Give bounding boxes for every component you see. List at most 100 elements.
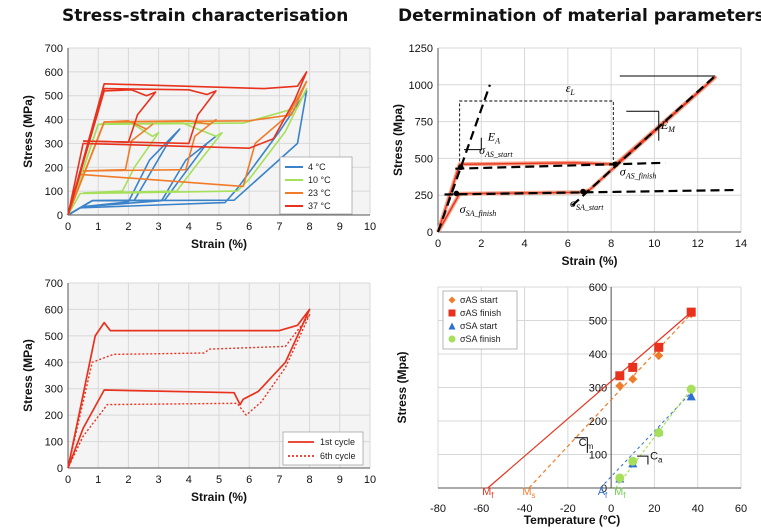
y-tick-label: 300 [45,138,63,150]
x-axis-label: Strain (%) [561,254,617,268]
sigma-sa-start-label: σSA_start [570,196,604,212]
x-tick-label: 6 [565,238,571,250]
y-tick-label: 400 [45,357,63,369]
x-tick-label: 0 [65,221,71,233]
legend: 1st cycle 6th cycle [282,431,364,466]
x-tick-label: 9 [337,221,343,233]
legend-marker [448,322,456,330]
eL-label: εL [566,81,576,97]
y-tick-label: 0 [427,227,433,239]
x-tick-label: 0 [608,503,614,515]
y-axis-label: Stress (MPa) [21,95,35,168]
marker-sa-finish [628,456,638,466]
x-tick-label: 60 [735,503,747,515]
y-axis-label: Stress (Mpa) [395,351,409,423]
legend: σAS start σAS finish σSA start σSA finish [442,290,518,350]
left-heading: Stress-strain characterisation [62,6,349,26]
legend-entry: 4 °C [308,162,326,172]
y-tick-label: 400 [589,349,607,361]
plot-temperature-curves: 0 1 2 3 4 5 6 7 8 9 100100200300400500600700Strain… [21,43,376,251]
cm-slope-marker [574,437,588,453]
sa-start-point [580,188,586,195]
x-tick-label: 7 [276,221,282,233]
legend-entry: 6th cycle [320,451,356,461]
y-tick-label: 0 [57,210,63,222]
x-tick-label: 4 [186,474,192,486]
legend-entry: σAS finish [460,308,501,318]
x-tick-label: 10 [648,238,660,250]
x-tick-label: 10 [364,221,376,233]
marker-as-start [628,374,638,384]
x-tick-label: 2 [125,221,131,233]
x-tick-label: 12 [692,238,704,250]
x-tick-label: -40 [517,503,533,515]
ea-slope-marker [463,137,482,151]
elastic-austenite-line [436,84,491,233]
cm-label: Cm [579,437,594,451]
x-tick-label: 0 [65,474,71,486]
plot-cycle-comparison: 0 1 2 3 4 5 6 7 8 9 100100200300400500600700Strain… [21,278,376,504]
y-tick-label: 700 [45,43,63,55]
sa-finish-point [453,190,460,197]
y-tick-label: 200 [45,410,63,422]
x-tick-label: 4 [522,238,528,250]
fit-as-finish [487,311,692,489]
legend-marker [448,309,456,317]
lower-plateau-line [444,188,737,196]
x-tick-label: 8 [307,221,313,233]
y-tick-label: 100 [45,186,63,198]
x-tick-label: -20 [560,503,576,515]
marker-as-start [615,381,625,391]
y-tick-label: 100 [589,450,607,462]
marker-sa-finish [686,384,696,394]
x-tick-label: -80 [430,503,446,515]
plot-temperature-dependence: -80 -60 -40 -20 0 20 40 600100200300400500600Te… [395,282,747,527]
legend-marker [448,335,456,343]
y-tick-label: 300 [45,384,63,396]
y-tick-label: 500 [589,316,607,328]
x-tick-label: 2 [478,238,484,250]
x-tick-label: 6 [246,221,252,233]
y-tick-label: 400 [45,115,63,127]
ca-slope-marker [637,455,649,465]
mf2-label: Mf [614,486,626,500]
elastic-martensite-line [571,75,716,207]
marker-as-start [654,351,664,361]
plot-parameter-determination: 0 2 4 6 8 10 12 14 0 250 500 750 1000 1250 Strain (%) S… [391,43,747,268]
y-tick-label: 600 [589,282,607,294]
y-tick-label: 750 [415,117,433,129]
fit-as-start [528,313,692,489]
legend-entry: 1st cycle [320,437,355,447]
sigma-sa-finish-label: σSA_finish [460,202,497,218]
EA-label: EA [487,130,500,146]
x-tick-label: 0 [435,238,441,250]
series-line-3-cycle-1 [67,87,217,216]
y-tick-label: 250 [415,190,433,202]
x-tick-label: 40 [692,503,704,515]
x-tick-label: 20 [648,503,660,515]
as-finish-point [612,161,619,168]
x-axis-label: Strain (%) [191,490,247,504]
upper-plateau-line [455,161,666,170]
x-tick-label: 6 [246,474,252,486]
series-line-0-cycle-2 [67,128,181,216]
marker-sa-finish [654,428,664,438]
x-tick-label: 3 [156,474,162,486]
y-tick-label: 600 [45,304,63,316]
x-tick-label: 2 [125,474,131,486]
y-tick-label: 300 [589,383,607,395]
sigma-as-finish-label: σAS_finish [620,164,657,180]
strain-limit-bracket [459,100,614,163]
legend-entry: 10 °C [308,175,331,185]
legend-entry: σSA start [460,321,498,331]
right-heading: Determination of material parameters [398,6,761,26]
y-axis-label: Stress (Mpa) [391,104,405,176]
y-tick-label: 100 [45,437,63,449]
x-tick-label: 4 [186,221,192,233]
x-tick-label: 3 [156,221,162,233]
series-line-2-cycle-2 [67,120,154,216]
x-tick-label: 1 [95,474,101,486]
legend: 4 °C 10 °C 23 °C 37 °C [279,156,353,215]
y-tick-label: 0 [601,483,607,495]
mf-label: Mf [482,486,494,500]
